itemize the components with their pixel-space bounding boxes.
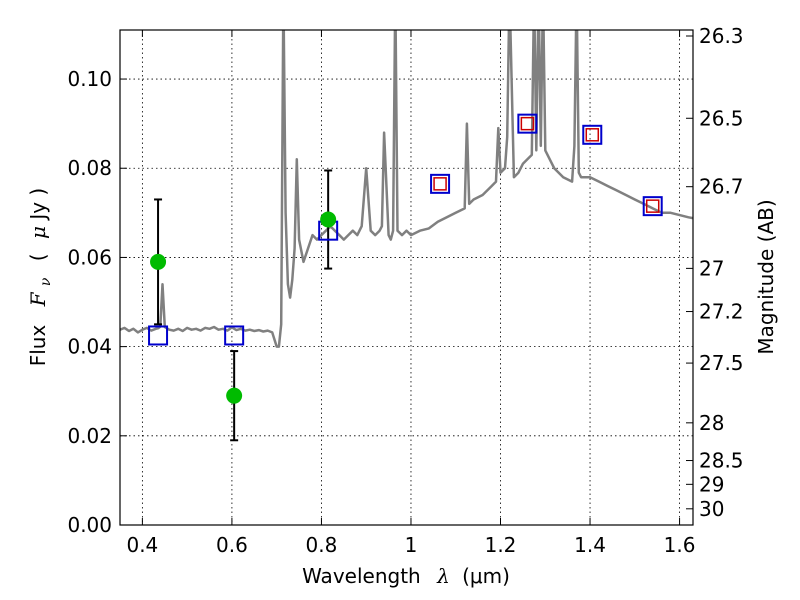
x-axis-label: Wavelength λ (μm)	[302, 564, 510, 588]
tick-marks	[120, 30, 693, 526]
right-tick-label: 26.7	[699, 175, 744, 199]
right-tick-label: 26.5	[699, 106, 744, 130]
x-tick-label: 1	[405, 533, 418, 557]
markers-group	[148, 113, 663, 442]
right-tick-label: 26.3	[699, 24, 744, 48]
predicted-photometry-square	[585, 128, 600, 142]
y-axis-label: Flux F ν ( μ Jy )	[26, 188, 55, 367]
x-axis-label-word: Wavelength	[302, 564, 421, 588]
x-axis-label-unit: (μm)	[462, 564, 510, 588]
model-photometry-square	[582, 124, 603, 145]
right-tick-label: 28	[699, 411, 724, 435]
model-photometry-square	[224, 325, 245, 346]
y-tick-label: 0.10	[67, 67, 112, 91]
y-tick-label: 0.04	[67, 335, 112, 359]
right-tick-label: 29	[699, 472, 724, 496]
x-tick-labels: 0.4 0.6 0.8 1 1.2 1.4 1.6	[126, 533, 695, 557]
model-photometry-square	[430, 173, 451, 194]
right-tick-label: 27	[699, 256, 724, 280]
x-axis-label-symbol: λ	[436, 564, 450, 588]
x-tick-label: 1.4	[574, 533, 606, 557]
x-tick-label: 0.4	[126, 533, 158, 557]
y-tick-label: 0.08	[67, 156, 112, 180]
y-tick-label: 0.02	[67, 424, 112, 448]
plot-background	[120, 30, 693, 525]
y-axis-label-open: (	[26, 253, 50, 261]
predicted-photometry-square	[433, 177, 447, 191]
photometry-point	[150, 253, 167, 270]
model-photometry-square	[642, 196, 663, 217]
x-tick-label: 1.2	[485, 533, 517, 557]
model-photometry-square	[517, 113, 538, 134]
y-axis-label-word: Flux	[26, 325, 50, 367]
plot-frame	[119, 29, 694, 526]
predicted-photometry-square	[645, 199, 660, 213]
y-axis-label-symbol: F	[26, 291, 50, 307]
photometry-point	[226, 387, 243, 404]
x-tick-label: 1.6	[664, 533, 696, 557]
y-axis-label-unit: Jy )	[26, 188, 50, 222]
right-axis-label: Magnitude (AB)	[754, 199, 778, 354]
y-tick-label: 0.00	[67, 513, 112, 537]
model-photometry-square	[148, 325, 169, 346]
right-tick-label: 27.5	[699, 351, 744, 375]
spectrum-line	[120, 30, 693, 348]
y-axis-label-mu: μ	[26, 226, 50, 239]
photometry-point	[320, 211, 337, 228]
right-tick-label: 30	[699, 497, 724, 521]
y-axis-label-subscript: ν	[38, 277, 54, 286]
x-tick-label: 0.6	[216, 533, 248, 557]
x-tick-label: 0.8	[306, 533, 338, 557]
predicted-photometry-square	[520, 116, 535, 131]
right-tick-label: 28.5	[699, 449, 744, 473]
y-tick-label: 0.06	[67, 245, 112, 269]
right-tick-label: 27.2	[699, 300, 744, 324]
y-tick-labels: 0.00 0.02 0.04 0.06 0.08 0.10	[67, 67, 112, 537]
